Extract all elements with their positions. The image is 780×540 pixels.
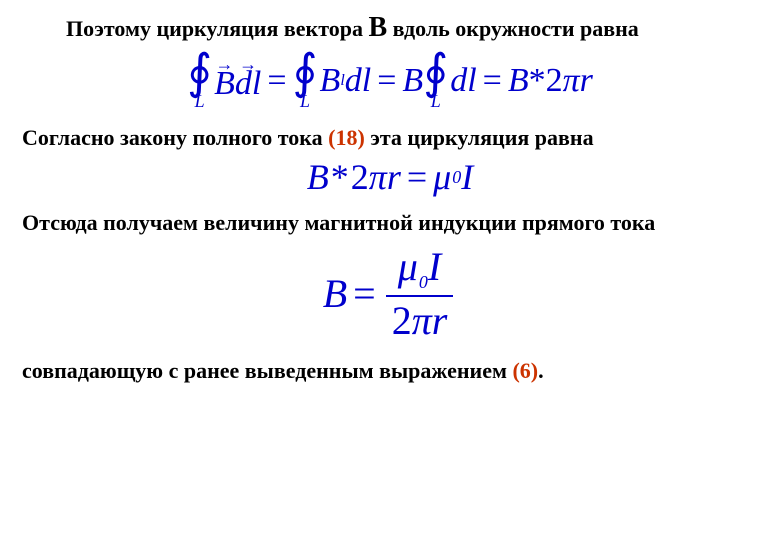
text-fragment: вдоль окружности равна <box>387 16 639 41</box>
text-fragment: эта циркуляция равна <box>365 125 594 150</box>
equation-reference-6: (6) <box>512 358 538 383</box>
equation-reference-18: (18) <box>328 125 365 150</box>
sym-mu: μ <box>433 159 451 195</box>
sym-r: r <box>432 298 448 343</box>
text-fragment: Поэтому циркуляция вектора <box>66 16 368 41</box>
vector-b-symbol: В <box>368 12 387 43</box>
num-2: 2 <box>546 64 563 98</box>
sym-r: r <box>387 159 401 195</box>
vector-B: →B <box>214 61 235 101</box>
sym-pi: π <box>563 64 580 98</box>
sym-dl: dl <box>450 64 476 98</box>
sym-B: B <box>307 159 329 195</box>
sym-r: r <box>580 64 593 98</box>
equals-sign: = <box>261 64 292 98</box>
sym-dl: dl <box>345 64 371 98</box>
text-fragment: . <box>538 358 544 383</box>
equation-content: B * 2πr = μ0I <box>307 159 473 195</box>
fraction: μ0I 2πr <box>382 245 458 343</box>
paragraph-intro: Поэтому циркуляция вектора В вдоль окруж… <box>22 10 758 45</box>
equals-sign: = <box>347 274 382 314</box>
equation-3: B = μ0I 2πr <box>22 245 758 343</box>
numerator: μ0I <box>392 245 447 293</box>
text-fragment: совпадающую с ранее выведенным выражение… <box>22 358 512 383</box>
text-fragment: Согласно закону полного тока <box>22 125 328 150</box>
equals-sign: = <box>477 64 508 98</box>
subscript-0: 0 <box>451 168 461 186</box>
oint-symbol: ∮ L <box>423 53 448 110</box>
oint-symbol: ∮ L <box>293 53 318 110</box>
sym-B: B <box>320 64 341 98</box>
sym-pi: π <box>369 159 387 195</box>
sym-pi: π <box>412 298 432 343</box>
paragraph-result: Отсюда получаем величину магнитной индук… <box>22 209 758 237</box>
sym-mu: μ <box>398 244 418 289</box>
num-2: 2 <box>351 159 369 195</box>
sym-I: I <box>428 244 441 289</box>
sym-B: B <box>402 64 423 98</box>
oint-symbol: ∮ L <box>187 53 212 110</box>
num-2: 2 <box>392 298 412 343</box>
operator-star: * <box>529 64 546 98</box>
subscript-0: 0 <box>418 272 428 292</box>
sym-B: B <box>508 64 529 98</box>
equation-1: ∮ L →B →dl = ∮ L Bldl = B ∮ L dl = B * 2… <box>22 53 758 110</box>
paragraph-ampere: Согласно закону полного тока (18) эта ци… <box>22 124 758 152</box>
equation-2: B * 2πr = μ0I <box>22 159 758 195</box>
sym-B: B <box>323 274 347 314</box>
operator-star: * <box>329 159 351 195</box>
equation-content: ∮ L →B →dl = ∮ L Bldl = B ∮ L dl = B * 2… <box>187 53 593 110</box>
paragraph-match: совпадающую с ранее выведенным выражение… <box>22 357 758 385</box>
denominator: 2πr <box>386 299 454 343</box>
vector-dl: →dl <box>235 61 261 101</box>
equals-sign: = <box>371 64 402 98</box>
equals-sign: = <box>401 159 433 195</box>
fraction-bar <box>386 295 454 297</box>
document-page: Поэтому циркуляция вектора В вдоль окруж… <box>0 0 780 400</box>
equation-content: B = μ0I 2πr <box>323 245 458 343</box>
sym-I: I <box>461 159 473 195</box>
